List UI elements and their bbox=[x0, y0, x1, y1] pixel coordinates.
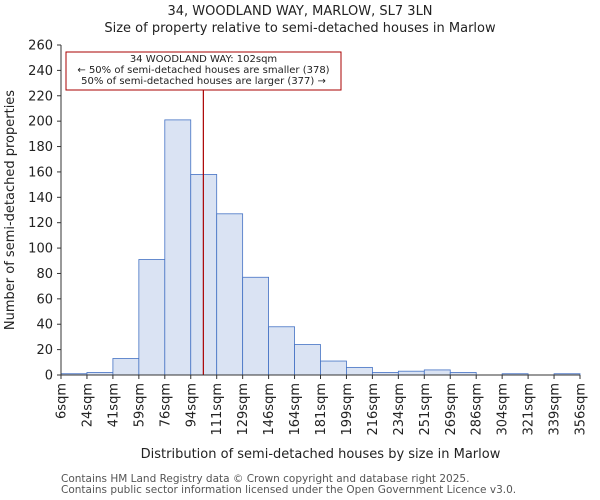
x-tick-label: 24sqm bbox=[80, 383, 95, 427]
x-tick-label: 321sqm bbox=[522, 383, 537, 436]
histogram-bar bbox=[294, 344, 321, 376]
y-tick-label: 160 bbox=[28, 165, 53, 180]
y-axis-label: Number of semi-detached properties bbox=[3, 90, 18, 330]
y-tick-label: 100 bbox=[28, 242, 53, 257]
histogram-bar bbox=[164, 119, 192, 376]
histogram-chart: 0 20 40 60 80 100 120 140 160 180 200 220 240 260 6sq… bbox=[3, 39, 589, 463]
y-tick-label: 0 bbox=[45, 369, 53, 384]
x-tick-label: 41sqm bbox=[106, 383, 121, 427]
histogram-bar bbox=[112, 358, 140, 376]
y-tick-label: 220 bbox=[28, 89, 53, 104]
x-tick-label: 94sqm bbox=[184, 383, 199, 427]
chart-subtitle: Size of property relative to semi-detach… bbox=[104, 21, 496, 36]
y-tick-label: 140 bbox=[28, 191, 53, 206]
x-tick-label: 111sqm bbox=[210, 383, 225, 436]
x-tick-label: 356sqm bbox=[574, 383, 589, 436]
footer-licence: Contains public sector information licen… bbox=[61, 484, 517, 496]
histogram-bar bbox=[216, 213, 244, 376]
x-tick-label: 251sqm bbox=[418, 383, 433, 436]
y-tick-label: 260 bbox=[28, 39, 53, 54]
y-tick-label: 240 bbox=[28, 64, 53, 79]
annotation-box bbox=[65, 51, 342, 91]
x-tick-label: 146sqm bbox=[262, 383, 277, 436]
x-tick-label: 181sqm bbox=[314, 383, 329, 436]
annotation-line: 34 WOODLAND WAY: 102sqm bbox=[130, 54, 277, 65]
x-tick-label: 339sqm bbox=[548, 383, 563, 436]
y-tick-label: 200 bbox=[28, 115, 53, 130]
histogram-bar bbox=[346, 366, 373, 376]
y-tick-label: 40 bbox=[36, 318, 53, 333]
y-tick-label: 80 bbox=[36, 267, 53, 282]
x-axis-label: Distribution of semi-detached houses by … bbox=[141, 447, 501, 462]
y-tick-label: 120 bbox=[28, 216, 53, 231]
footer-copyright: Contains HM Land Registry data © Crown c… bbox=[61, 473, 470, 485]
histogram-bar bbox=[138, 259, 166, 376]
annotation-line: 50% of semi-detached houses are larger (… bbox=[81, 76, 326, 87]
chart-title: 34, WOODLAND WAY, MARLOW, SL7 3LN bbox=[167, 4, 433, 19]
annotation-line: ← 50% of semi-detached houses are smalle… bbox=[77, 65, 329, 76]
x-tick-label: 286sqm bbox=[470, 383, 485, 436]
histogram-bar bbox=[423, 369, 451, 376]
x-tick-label: 129sqm bbox=[236, 383, 251, 436]
x-tick-label: 6sqm bbox=[55, 383, 70, 419]
histogram-bar bbox=[320, 360, 347, 376]
x-tick-label: 59sqm bbox=[132, 383, 147, 427]
x-tick-label: 76sqm bbox=[158, 383, 173, 427]
histogram-bar bbox=[268, 326, 295, 376]
y-tick-label: 60 bbox=[36, 292, 53, 307]
x-tick-label: 234sqm bbox=[392, 383, 407, 436]
y-tick-label: 20 bbox=[36, 343, 53, 358]
histogram-bar bbox=[397, 370, 425, 376]
x-tick-label: 199sqm bbox=[340, 383, 355, 436]
histogram-bar bbox=[242, 276, 269, 376]
y-tick-label: 180 bbox=[28, 140, 53, 155]
x-tick-label: 269sqm bbox=[444, 383, 459, 436]
x-tick-label: 216sqm bbox=[366, 383, 381, 436]
x-tick-label: 164sqm bbox=[288, 383, 303, 436]
x-tick-label: 304sqm bbox=[496, 383, 511, 436]
